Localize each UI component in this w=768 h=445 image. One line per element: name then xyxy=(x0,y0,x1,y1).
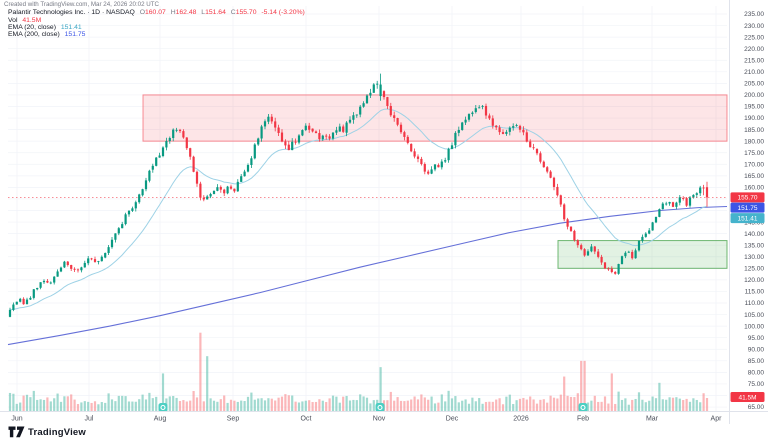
time-axis-label: Nov xyxy=(373,416,386,423)
ema20-line xyxy=(9,108,708,311)
svg-text:130.00: 130.00 xyxy=(744,254,764,261)
svg-text:180.00: 180.00 xyxy=(744,138,764,145)
close-label: C xyxy=(230,9,236,17)
svg-text:160.00: 160.00 xyxy=(744,185,764,192)
grid-lines xyxy=(8,6,727,412)
svg-text:155.70: 155.70 xyxy=(738,195,758,202)
ema20-label: EMA (20, close) xyxy=(8,23,56,31)
svg-text:190.00: 190.00 xyxy=(744,115,764,122)
price-axis[interactable]: 235.00 230.00 225.00 220.00 215.00 210.00 205.… xyxy=(744,11,764,411)
time-axis-label: Apr xyxy=(711,416,723,423)
svg-text:185.00: 185.00 xyxy=(744,127,764,134)
svg-text:115.00: 115.00 xyxy=(745,289,765,296)
svg-text:200.00: 200.00 xyxy=(744,92,764,99)
resistance-zone[interactable] xyxy=(142,94,728,142)
svg-text:80.00: 80.00 xyxy=(748,370,765,377)
ema200-label: EMA (200, close) xyxy=(8,31,60,39)
svg-text:75.00: 75.00 xyxy=(748,381,765,388)
svg-text:205.00: 205.00 xyxy=(744,81,764,88)
svg-text:151.75: 151.75 xyxy=(738,205,758,212)
svg-text:65.00: 65.00 xyxy=(748,404,765,411)
svg-text:120.00: 120.00 xyxy=(744,277,764,284)
time-axis-label: Mar xyxy=(646,416,659,423)
price-zones[interactable] xyxy=(142,94,728,269)
volume-value: 41.5M xyxy=(22,16,42,24)
earnings-markers[interactable] xyxy=(158,403,588,412)
low-value: 151.64 xyxy=(205,9,226,17)
high-value: 162.48 xyxy=(175,9,197,17)
svg-text:225.00: 225.00 xyxy=(744,34,764,41)
ema200-value: 151.75 xyxy=(64,31,86,39)
svg-text:105.00: 105.00 xyxy=(744,312,764,319)
time-axis-label: Oct xyxy=(301,416,312,423)
svg-text:90.00: 90.00 xyxy=(748,346,765,353)
time-axis-label: Jun xyxy=(11,416,22,423)
tradingview-logo-text: TradingView xyxy=(28,426,86,438)
symbol-title: Palantir Technologies Inc. · 1D · NASDAQ xyxy=(8,9,135,17)
svg-text:41.5M: 41.5M xyxy=(738,394,756,401)
svg-text:215.00: 215.00 xyxy=(744,57,764,64)
symbol-legend-row[interactable]: Palantir Technologies Inc. · 1D · NASDAQ… xyxy=(8,9,305,16)
ema200-legend-row[interactable]: EMA (200, close) 151.75 xyxy=(8,31,305,38)
volume-bars xyxy=(8,332,709,411)
svg-text:210.00: 210.00 xyxy=(744,69,764,76)
svg-text:85.00: 85.00 xyxy=(748,358,765,365)
time-axis-label: Aug xyxy=(154,416,167,423)
svg-text:110.00: 110.00 xyxy=(745,300,765,307)
time-axis-label: Dec xyxy=(446,416,459,423)
svg-text:135.00: 135.00 xyxy=(744,242,764,249)
time-axis[interactable]: Jun Jul Aug Sep Oct Nov Dec 2026 Feb Mar Apr xyxy=(11,416,722,423)
candle-bodies xyxy=(8,83,709,317)
time-axis-label: 2026 xyxy=(513,416,529,423)
svg-text:195.00: 195.00 xyxy=(744,104,764,111)
legend: Created with TradingView.com, Mar 24, 20… xyxy=(4,1,305,38)
time-axis-label: Sep xyxy=(227,416,240,423)
ema20-legend-row[interactable]: EMA (20, close) 151.41 xyxy=(8,24,305,31)
svg-text:220.00: 220.00 xyxy=(744,46,764,53)
svg-text:95.00: 95.00 xyxy=(748,335,765,342)
open-value: 160.07 xyxy=(145,9,166,17)
open-label: O xyxy=(139,9,145,17)
earnings-marker-icon[interactable] xyxy=(578,403,588,412)
volume-label: Vol xyxy=(8,16,18,24)
ema200-line xyxy=(7,205,728,346)
svg-text:230.00: 230.00 xyxy=(744,23,764,30)
close-value: 155.70 xyxy=(235,9,257,17)
tradingview-logo[interactable]: TradingView xyxy=(8,426,86,438)
svg-text:100.00: 100.00 xyxy=(744,323,764,330)
svg-text:140.00: 140.00 xyxy=(744,231,764,238)
time-axis-label: Feb xyxy=(577,416,589,423)
svg-text:151.41: 151.41 xyxy=(738,215,758,222)
earnings-marker-icon[interactable] xyxy=(158,403,168,412)
ema20-value: 151.41 xyxy=(60,23,82,31)
svg-text:175.00: 175.00 xyxy=(744,150,764,157)
axis-separators xyxy=(0,0,768,424)
time-axis-label: Jul xyxy=(85,416,94,423)
svg-text:125.00: 125.00 xyxy=(744,266,764,273)
volume-legend-row[interactable]: Vol 41.5M xyxy=(8,17,305,24)
axis-badges: 155.70 151.75 151.41 41.5M xyxy=(730,192,765,402)
created-with-note: Created with TradingView.com, Mar 24, 20… xyxy=(4,1,159,8)
earnings-marker-icon[interactable] xyxy=(375,403,385,412)
tradingview-logo-icon xyxy=(8,426,25,438)
support-zone[interactable] xyxy=(557,240,728,269)
svg-text:170.00: 170.00 xyxy=(744,161,764,168)
svg-text:165.00: 165.00 xyxy=(744,173,764,180)
low-label: L xyxy=(201,9,206,17)
change-value: -5.14 (-3.20%) xyxy=(261,9,305,17)
high-label: H xyxy=(170,9,176,17)
svg-text:235.00: 235.00 xyxy=(744,11,764,18)
